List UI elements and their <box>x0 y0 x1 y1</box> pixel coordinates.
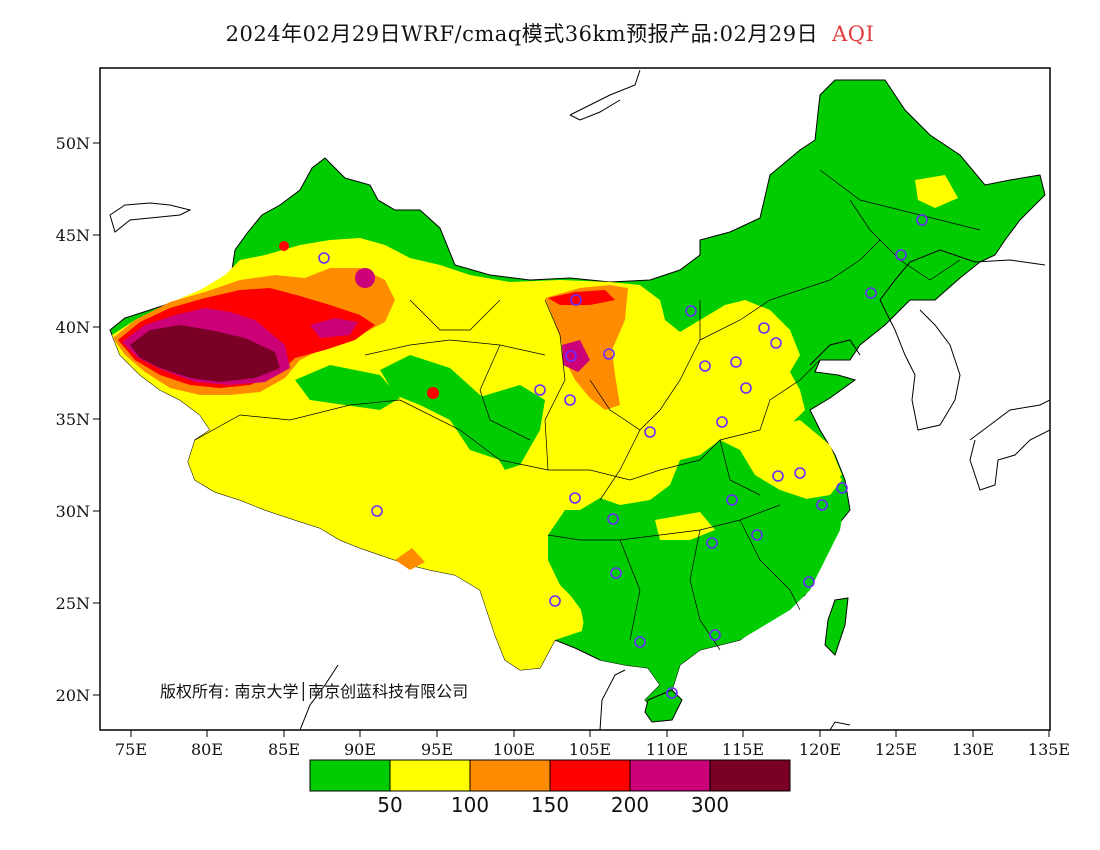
lat-label: 30N <box>56 502 90 521</box>
light-region-ningxia <box>545 285 628 410</box>
legend-swatch <box>309 759 391 792</box>
station-marker <box>706 537 718 549</box>
legend-threshold: 150 <box>531 793 569 817</box>
lat-label: 40N <box>56 318 90 337</box>
lon-label: 95E <box>421 740 453 759</box>
lon-label: 100E <box>493 740 535 759</box>
station-marker <box>803 576 815 588</box>
lon-label: 115E <box>722 740 764 759</box>
station-marker <box>699 360 711 372</box>
station-marker <box>318 252 330 264</box>
lon-label: 80E <box>191 740 223 759</box>
taiwan-island <box>824 597 849 656</box>
station-marker <box>610 567 622 579</box>
station-marker <box>534 384 546 396</box>
province-boundaries <box>194 169 981 651</box>
station-marker <box>709 629 721 641</box>
station-marker <box>758 322 770 334</box>
medium-region-ningxia <box>548 290 615 305</box>
station-marker <box>634 636 646 648</box>
station-marker <box>895 249 907 261</box>
moderate-patch-ne <box>915 175 958 208</box>
neighbor-coastlines <box>109 69 1050 730</box>
station-marker <box>603 348 615 360</box>
light-patch-tibet <box>395 548 425 570</box>
title-variable: AQI <box>832 22 875 46</box>
lon-label: 110E <box>646 740 688 759</box>
station-marker <box>730 356 742 368</box>
station-marker <box>770 337 782 349</box>
longitude-axis <box>130 730 1050 737</box>
map-content: 版权所有: 南京大学│南京创蓝科技有限公司 <box>109 69 1050 730</box>
station-marker <box>836 482 848 494</box>
station-markers <box>318 214 928 699</box>
station-marker <box>565 350 577 362</box>
legend-swatch <box>709 759 791 792</box>
legend-swatch <box>469 759 551 792</box>
station-marker <box>607 513 619 525</box>
legend-swatch <box>549 759 631 792</box>
lon-label: 120E <box>799 740 841 759</box>
station-marker <box>644 426 656 438</box>
lat-label: 35N <box>56 410 90 429</box>
moderate-patch-bohai <box>715 310 790 365</box>
medium-spot-qh <box>427 387 439 399</box>
legend-threshold: 300 <box>691 793 729 817</box>
legend-threshold: 100 <box>451 793 489 817</box>
station-marker <box>916 214 928 226</box>
station-marker <box>371 505 383 517</box>
station-marker <box>569 492 581 504</box>
title-main: 2024年02月29日WRF/cmaq模式36km预报产品:02月29日 <box>225 22 819 46</box>
heavy-patch-east-xj <box>310 318 358 338</box>
map-title: 2024年02月29日WRF/cmaq模式36km预报产品:02月29日 AQI <box>0 18 1100 48</box>
station-marker <box>726 494 738 506</box>
lon-label: 105E <box>569 740 611 759</box>
green-patch-sichuan <box>470 385 545 470</box>
moderate-patch-hunan <box>655 512 715 540</box>
lon-label: 135E <box>1028 740 1070 759</box>
legend-colorbar <box>309 759 791 792</box>
station-marker <box>772 470 784 482</box>
station-marker <box>816 499 828 511</box>
station-marker <box>564 394 576 406</box>
legend-swatch <box>389 759 471 792</box>
station-marker <box>865 287 877 299</box>
lon-label: 90E <box>344 740 376 759</box>
lon-label: 125E <box>875 740 917 759</box>
legend-threshold: 200 <box>611 793 649 817</box>
lat-label: 20N <box>56 686 90 705</box>
legend-swatch <box>629 759 711 792</box>
lon-label: 75E <box>115 740 147 759</box>
medium-spot-north-xj <box>279 241 289 251</box>
lat-label: 45N <box>56 226 90 245</box>
latitude-axis <box>93 142 100 696</box>
lat-label: 50N <box>56 134 90 153</box>
green-patch-ne-strip <box>640 268 700 300</box>
legend-threshold: 50 <box>377 793 402 817</box>
lat-label: 25N <box>56 594 90 613</box>
station-marker <box>740 382 752 394</box>
copyright-text: 版权所有: 南京大学│南京创蓝科技有限公司 <box>160 681 468 701</box>
station-marker <box>549 595 561 607</box>
heavy-spot-xj <box>355 268 375 288</box>
green-patch-qinghai <box>295 365 400 410</box>
station-marker <box>751 529 763 541</box>
station-marker <box>666 687 678 699</box>
station-marker <box>716 416 728 428</box>
lon-label: 85E <box>268 740 300 759</box>
severe-region-taklamakan <box>130 325 280 382</box>
green-region-south <box>548 495 845 710</box>
station-marker <box>794 467 806 479</box>
station-marker <box>685 305 697 317</box>
lon-label: 130E <box>952 740 994 759</box>
station-marker <box>570 294 582 306</box>
